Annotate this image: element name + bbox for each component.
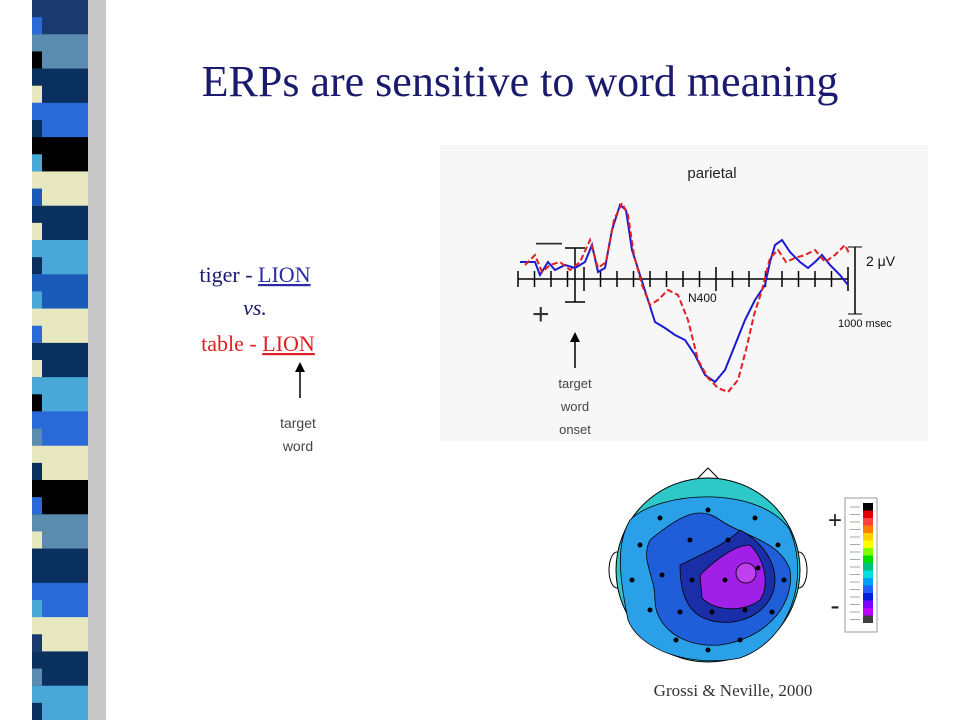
electrode — [781, 577, 787, 583]
stripe-block — [32, 85, 42, 103]
region-label: parietal — [687, 165, 736, 182]
polarity-minus: — — [536, 226, 562, 256]
electrode — [742, 607, 748, 613]
colorbar-step — [863, 608, 873, 616]
arrow-head — [570, 332, 580, 342]
time-scale: 1000 msec — [838, 318, 892, 330]
stripe-block — [32, 257, 42, 275]
versus: vs. — [243, 295, 267, 320]
electrode — [725, 537, 731, 543]
electrode — [709, 609, 715, 615]
electrode — [637, 542, 643, 548]
erp-panel — [440, 145, 928, 441]
colorbar-step — [863, 570, 873, 578]
electrode — [775, 542, 781, 548]
arrow-label: target — [280, 415, 316, 431]
electrode — [689, 577, 695, 583]
electrode — [673, 637, 679, 643]
onset-label: onset — [559, 422, 591, 437]
electrode — [705, 507, 711, 513]
colorbar-step — [863, 578, 873, 586]
colorbar-step — [863, 555, 873, 563]
colorbar — [844, 497, 878, 633]
stripe-block — [32, 462, 42, 480]
pair-word: LION — [258, 262, 311, 287]
amplitude-scale: 2 μV — [866, 253, 896, 269]
decorative-stripe — [32, 0, 106, 720]
colorbar-step — [863, 503, 873, 511]
electrode — [657, 515, 663, 521]
electrode — [769, 609, 775, 615]
colorbar-plus: + — [828, 507, 842, 534]
colorbar-step — [863, 540, 873, 548]
electrode — [659, 572, 665, 578]
slide-title: ERPs are sensitive to word meaning — [202, 57, 839, 106]
pair-word: LION — [262, 331, 315, 356]
stripe-shadow — [88, 0, 106, 720]
stripe-block — [32, 634, 42, 652]
polarity-plus: + — [532, 298, 550, 331]
colorbar-minus: - — [830, 590, 839, 621]
electrode — [755, 565, 761, 571]
stripe-block — [32, 188, 42, 206]
electrode — [629, 577, 635, 583]
colorbar-step — [863, 510, 873, 518]
colorbar-step — [863, 525, 873, 533]
stripe-block — [32, 325, 42, 343]
colorbar-step — [863, 615, 873, 623]
colorbar-step — [863, 548, 873, 556]
electrode — [737, 637, 743, 643]
stripe-block — [32, 360, 42, 378]
stripe-block — [32, 394, 42, 412]
stripe-block — [32, 668, 42, 686]
onset-label: target — [558, 376, 592, 391]
electrode — [752, 515, 758, 521]
colorbar-step — [863, 593, 873, 601]
electrode — [647, 607, 653, 613]
onset-label: word — [560, 399, 589, 414]
pair-prefix: tiger - — [199, 262, 258, 287]
arrow-label: word — [282, 438, 313, 454]
stripe-block — [32, 51, 42, 69]
stripe-block — [32, 291, 42, 309]
colorbar-step — [863, 585, 873, 593]
colorbar-step — [863, 600, 873, 608]
waveform-related — [520, 203, 849, 384]
arrow-head — [295, 362, 305, 372]
scalp-map — [608, 467, 808, 663]
colorbar-step — [863, 563, 873, 571]
pair-prefix: table - — [201, 331, 262, 356]
component-label: N400 — [688, 291, 717, 305]
pair-line: tiger - LION — [199, 262, 310, 287]
stripe-block — [32, 428, 42, 446]
stripe-block — [32, 154, 42, 172]
citation: Grossi & Neville, 2000 — [654, 681, 813, 700]
electrode — [687, 537, 693, 543]
stripe-block — [32, 222, 42, 240]
stripe-block — [32, 600, 42, 618]
stripe-block — [32, 120, 42, 138]
electrode — [705, 647, 711, 653]
stripe-block — [32, 497, 42, 515]
stripe-block — [32, 17, 42, 35]
pair-line: table - LION — [201, 331, 315, 356]
electrode — [722, 577, 728, 583]
colorbar-step — [863, 533, 873, 541]
colorbar-step — [863, 518, 873, 526]
stripe-block — [32, 702, 42, 720]
electrode — [677, 609, 683, 615]
stripe-block — [32, 531, 42, 549]
stripe-block — [32, 565, 42, 583]
waveform-unrelated — [524, 200, 851, 394]
